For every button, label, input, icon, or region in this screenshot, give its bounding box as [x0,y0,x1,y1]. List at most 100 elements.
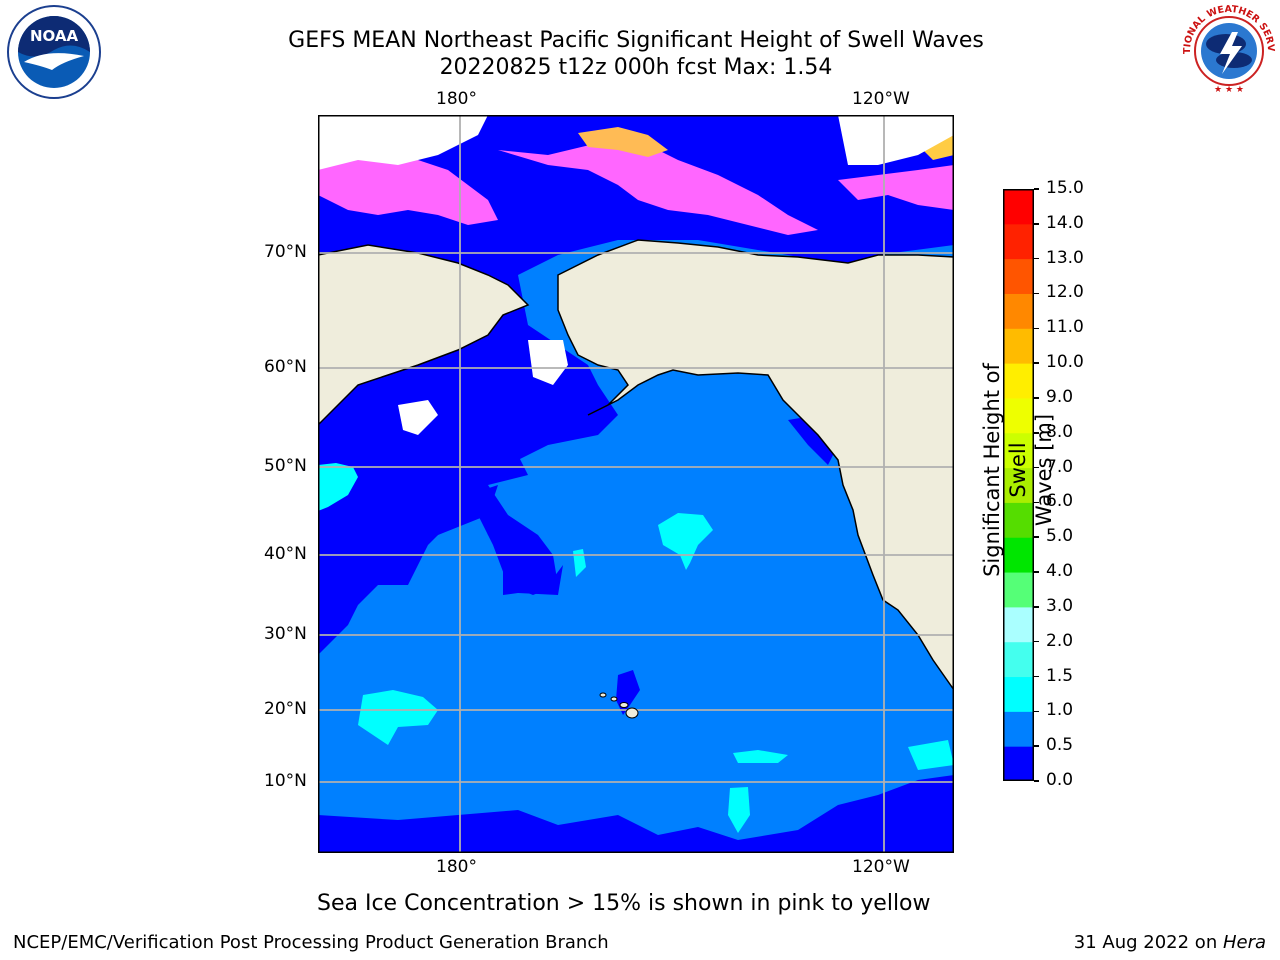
footer-date: 31 Aug 2022 on [1073,932,1223,953]
lon-label-bottom-120w: 120°W [852,857,910,877]
colorbar-tick-label: 5.0 [1046,526,1074,547]
colorbar-tick-mark [1034,640,1039,643]
nws-stars: ★ ★ ★ [1214,85,1244,95]
colorbar-tick-mark [1034,710,1039,713]
colorbar-swatch-16 [1003,189,1034,225]
ocean-swell-1.0-1.5-west [358,690,438,745]
colorbar-tick-label: 10.0 [1046,352,1084,373]
map-gridlines [318,115,954,853]
lat-label-20n: 20°N [264,699,307,719]
colorbar-tick-label: 15.0 [1046,178,1084,198]
colorbar-tick-mark [1034,432,1039,434]
ice-free-white-sib [398,400,438,435]
colorbar-tick-mark [1034,745,1039,747]
swell-map [318,115,954,853]
colorbar-tick-mark [1034,327,1039,330]
colorbar-tick-label: 1.5 [1046,665,1074,686]
ocean-swell-1.0-1.5-small [573,549,586,577]
colorbar-tick-mark [1034,292,1039,295]
sea-ice-east [838,165,954,210]
footer-right: 31 Aug 2022 on Hera [1074,932,1266,953]
colorbar-tick-mark [1034,606,1039,608]
sea-ice-caption: Sea Ice Concentration > 15% is shown in … [317,891,931,916]
ocean-swell-0.0-0.5-midlat [318,455,558,655]
colorbar-tick-label: 8.0 [1046,421,1074,442]
chart-subtitle: 20220825 t12z 000h fcst Max: 1.54 [439,55,833,80]
land-north-america [557,239,954,692]
colorbar-tick-label: 1.0 [1046,700,1074,721]
colorbar-title-line2: Waves [m] [1032,413,1056,527]
colorbar-swatch-8 [1003,467,1034,503]
ocean-swell-1.0-1.5-south2 [728,787,750,833]
colorbar [1003,189,1034,781]
colorbar-tick-label: 12.0 [1046,282,1084,303]
colorbar-tick-label: 0.0 [1046,770,1074,790]
colorbar-swatch-4 [1003,606,1034,643]
chart-title: GEFS MEAN Northeast Pacific Significant … [288,28,984,53]
lat-label-30n: 30°N [264,624,307,644]
colorbar-swatch-3 [1003,641,1034,678]
colorbar-tick-mark [1034,675,1039,678]
noaa-logo-text: NOAA [30,27,79,45]
colorbar-tick-label: 9.0 [1046,386,1074,407]
colorbar-swatch-13 [1003,293,1034,329]
colorbar-swatch-5 [1003,572,1034,608]
noaa-logo: NOAA [7,5,101,99]
lat-label-40n: 40°N [264,544,307,564]
land-siberia [318,244,530,427]
colorbar-tick-mark [1034,223,1039,225]
colorbar-swatch-14 [1003,258,1034,294]
ice-free-white-bering [528,340,568,385]
colorbar-tick-label: 4.0 [1046,561,1074,582]
colorbar-swatch-10 [1003,397,1034,434]
lat-label-50n: 50°N [264,456,307,476]
colorbar-tick-label: 2.0 [1046,630,1074,651]
colorbar-tick-label: 6.0 [1046,491,1074,512]
ocean-swell-0.0-0.5-south [318,775,954,853]
colorbar-title-line1: Significant Height of Swell [980,363,1030,577]
colorbar-tick-label: 11.0 [1046,317,1084,338]
colorbar-title: Significant Height of Swell Waves [m] [979,350,1056,590]
colorbar-tick-mark [1034,501,1039,504]
lat-label-70n: 70°N [264,242,307,262]
sea-ice-orange [578,127,668,157]
ocean-swell-1.0-1.5-se [908,740,954,770]
ocean-swell-1.0-1.5-south [733,750,788,763]
land-hawaii [599,692,639,719]
colorbar-tick-label: 13.0 [1046,247,1084,268]
lon-label-bottom-180: 180° [436,857,477,877]
colorbar-swatch-6 [1003,537,1034,573]
colorbar-swatch-2 [1003,676,1034,712]
colorbar-tick-mark [1034,362,1039,364]
colorbar-tick-mark [1034,397,1039,399]
colorbar-swatch-0 [1003,746,1034,781]
colorbar-tick-label: 7.0 [1046,456,1074,477]
colorbar-swatch-12 [1003,328,1034,364]
lat-label-10n: 10°N [264,771,307,791]
colorbar-tick-label: 3.0 [1046,595,1074,616]
colorbar-tick-mark [1034,536,1039,538]
colorbar-swatch-9 [1003,432,1034,469]
lon-label-top-120w: 120°W [852,89,910,109]
colorbar-swatch-1 [1003,711,1034,747]
footer-left: NCEP/EMC/Verification Post Processing Pr… [13,932,609,953]
nws-logo: NATIONAL WEATHER SERVICE ★ ★ ★ [1178,2,1276,97]
sea-ice-white-east [838,115,954,165]
colorbar-tick-mark [1034,188,1039,190]
colorbar-swatch-11 [1003,363,1034,399]
lat-label-60n: 60°N [264,357,307,377]
colorbar-tick-label: 14.0 [1046,212,1084,233]
colorbar-swatch-7 [1003,502,1034,538]
sea-ice-west [318,150,498,225]
footer-machine: Hera [1222,932,1266,953]
map-frame [318,115,954,853]
ocean-swell-1.0-1.5-central [658,513,713,570]
ocean-swell-1.0-1.5-nw [318,463,358,511]
colorbar-tick-mark [1034,571,1039,573]
colorbar-tick-mark [1034,780,1039,782]
sea-ice-center [498,143,818,235]
colorbar-tick-mark [1034,466,1039,469]
sea-ice-white [318,115,488,170]
colorbar-swatch-15 [1003,223,1034,260]
lon-label-top-180: 180° [436,89,477,109]
